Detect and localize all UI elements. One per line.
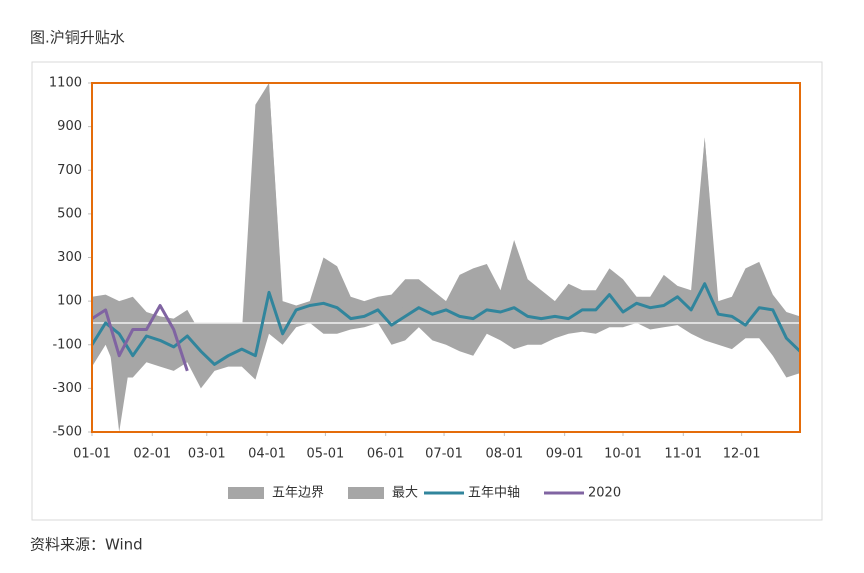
- y-tick-label: 900: [57, 119, 82, 134]
- chart-frame: [31, 61, 823, 521]
- y-tick-label: -500: [52, 425, 82, 440]
- y-tick-label: 500: [57, 206, 82, 221]
- y-tick-label: -300: [52, 381, 82, 396]
- x-tick-label: 02-01: [133, 447, 171, 462]
- band-area: [92, 83, 800, 389]
- x-tick-label: 06-01: [367, 447, 405, 462]
- x-tick-label: 12-01: [723, 447, 761, 462]
- x-tick-label: 01-01: [73, 447, 111, 462]
- x-tick-label: 08-01: [485, 447, 523, 462]
- max-area: [92, 83, 800, 432]
- x-tick-label: 03-01: [188, 447, 226, 462]
- series-line: [91, 304, 189, 372]
- plot-border: [91, 82, 801, 433]
- x-tick-label: 05-01: [307, 447, 345, 462]
- legend-swatch: [228, 487, 264, 499]
- x-tick-label: 11-01: [664, 447, 702, 462]
- legend-swatch: [348, 487, 384, 499]
- y-tick-label: -100: [52, 337, 82, 352]
- x-tick-label: 09-01: [546, 447, 584, 462]
- legend-label: 最大: [392, 486, 418, 501]
- y-tick-label: 100: [57, 294, 82, 309]
- legend-label: 五年边界: [272, 486, 324, 501]
- series-line: [90, 282, 802, 366]
- y-tick-label: 300: [57, 250, 82, 265]
- legend-label: 2020: [588, 486, 621, 501]
- y-tick-label: 700: [57, 163, 82, 178]
- x-tick-label: 07-01: [425, 447, 463, 462]
- legend-label: 五年中轴: [468, 486, 520, 501]
- y-tick-label: 1100: [49, 76, 82, 91]
- x-tick-label: 10-01: [604, 447, 642, 462]
- source-note: 资料来源：Wind: [30, 536, 143, 554]
- x-tick-label: 04-01: [248, 447, 286, 462]
- chart-title: 图.沪铜升贴水: [30, 29, 125, 47]
